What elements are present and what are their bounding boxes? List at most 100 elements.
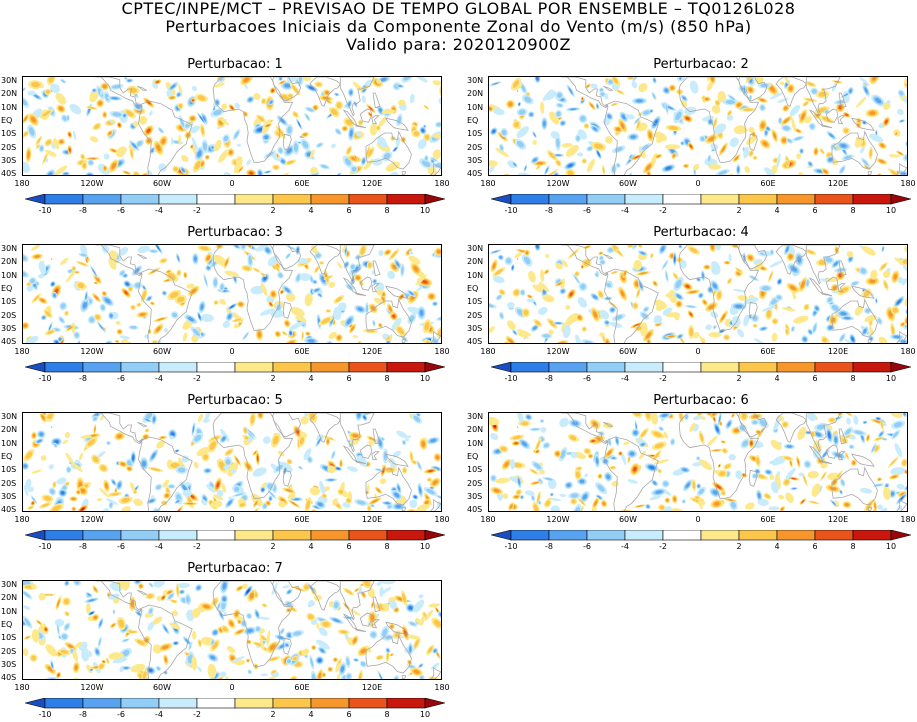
colorbar-segment: [386, 362, 426, 373]
colorbar-segment: [158, 530, 198, 541]
map-plot: [488, 244, 908, 344]
lon-label: 180: [900, 515, 916, 524]
colorbar-label: -10: [504, 542, 518, 551]
colorbar-label: -8: [79, 206, 87, 215]
colorbar-segment: [272, 698, 312, 709]
colorbar-label: 4: [774, 542, 780, 551]
colorbar-segment: [700, 530, 740, 541]
colorbar: [25, 698, 445, 709]
colorbar: [25, 530, 445, 541]
colorbar-segment: [890, 530, 911, 541]
lon-label: 60E: [294, 515, 310, 524]
lat-label: 40S: [1, 673, 17, 683]
perturbation-contours: [23, 245, 441, 343]
lon-label: 180: [434, 347, 450, 356]
panel-perturbacao-2: Perturbacao: 2 30N 20N 10N EQ 10S 20S 30S 40S 180…: [466, 58, 916, 218]
lat-label: 10N: [467, 270, 484, 280]
colorbar-segment: [890, 362, 911, 373]
panel-title: Perturbacao: 5: [187, 393, 283, 408]
colorbar-segment: [272, 362, 312, 373]
panel-perturbacao-3: Perturbacao: 3 30N 20N 10N EQ 10S 20S 30S 40S 180…: [0, 226, 450, 386]
colorbar-label: 8: [850, 374, 856, 383]
colorbar-label: -10: [38, 710, 52, 719]
lat-label: 20S: [467, 142, 483, 152]
wind-perturbation-field: [489, 77, 907, 175]
panel-title: Perturbacao: 6: [653, 393, 749, 408]
lat-label: 40S: [1, 337, 17, 347]
lon-label: 120W: [546, 179, 570, 188]
lat-label: EQ: [467, 283, 479, 293]
colorbar-label: -2: [659, 206, 667, 215]
colorbar-segment: [386, 698, 426, 709]
colorbar: [25, 194, 445, 205]
colorbar-segment: [624, 530, 664, 541]
colorbar-label: -10: [38, 374, 52, 383]
colorbar-segment: [776, 194, 816, 205]
lat-label: 10N: [1, 270, 18, 280]
colorbar-label: -4: [621, 542, 629, 551]
lon-label: 180: [14, 515, 30, 524]
colorbar-label: -8: [79, 374, 87, 383]
colorbar-label: -6: [117, 206, 125, 215]
colorbar-label: 6: [812, 542, 818, 551]
lat-label: 30N: [467, 412, 484, 421]
colorbar-segment: [310, 530, 350, 541]
coastlines: [50, 413, 441, 511]
lat-label: 30N: [467, 76, 484, 85]
lat-label: EQ: [1, 451, 13, 461]
lat-label: 30S: [1, 491, 17, 501]
colorbar-label: -8: [545, 206, 553, 215]
colorbar-segment: [510, 362, 550, 373]
colorbar-segment: [624, 194, 664, 205]
colorbar-label: 8: [384, 542, 390, 551]
lat-label: EQ: [467, 115, 479, 125]
lon-label: 180: [14, 179, 30, 188]
lat-label: 10N: [467, 438, 484, 448]
lon-label: 60W: [152, 179, 172, 188]
colorbar-label: -2: [659, 374, 667, 383]
colorbar-label: -2: [193, 206, 201, 215]
lon-label: 60E: [294, 347, 310, 356]
colorbar-segment: [548, 194, 588, 205]
lon-label: 180: [14, 683, 30, 692]
colorbar-segment: [852, 194, 892, 205]
colorbar-segment: [348, 530, 388, 541]
colorbar-segment: [44, 362, 84, 373]
map-plot: [488, 76, 908, 176]
colorbar-label: -6: [117, 542, 125, 551]
colorbar-label: -8: [545, 542, 553, 551]
colorbar-label: -4: [155, 542, 163, 551]
lat-label: 10S: [467, 297, 483, 307]
panel-perturbacao-4: Perturbacao: 4 30N 20N 10N EQ 10S 20S 30S 40S 180…: [466, 226, 916, 386]
lon-label: 60E: [294, 683, 310, 692]
lat-label: 20S: [1, 478, 17, 488]
colorbar-label: -6: [583, 206, 591, 215]
lat-label: 10S: [467, 129, 483, 139]
lat-label: 40S: [467, 337, 483, 347]
colorbar-label: 10: [885, 374, 897, 383]
perturbation-contours: [23, 77, 441, 175]
lat-label: 40S: [1, 169, 17, 179]
colorbar-segment: [890, 194, 911, 205]
colorbar-segment: [44, 530, 84, 541]
perturbation-contours: [489, 413, 907, 511]
colorbar-label: 10: [419, 542, 431, 551]
lon-label: 60W: [152, 347, 172, 356]
wind-perturbation-field: [23, 77, 441, 175]
colorbar-label: -8: [545, 374, 553, 383]
colorbar-segment: [738, 194, 778, 205]
lat-label: 20N: [1, 257, 18, 267]
colorbar: [25, 362, 445, 373]
lon-label: 60W: [152, 515, 172, 524]
map-plot: [22, 412, 442, 512]
colorbar-segment: [82, 530, 122, 541]
coastlines: [516, 77, 907, 175]
lat-label: 10S: [1, 129, 17, 139]
colorbar-segment: [776, 362, 816, 373]
colorbar-label: -4: [155, 710, 163, 719]
colorbar-segment: [700, 362, 740, 373]
lat-label: 20N: [467, 89, 484, 99]
lon-label: 120E: [361, 683, 383, 692]
colorbar-segment: [424, 530, 445, 541]
colorbar-segment: [25, 530, 46, 541]
